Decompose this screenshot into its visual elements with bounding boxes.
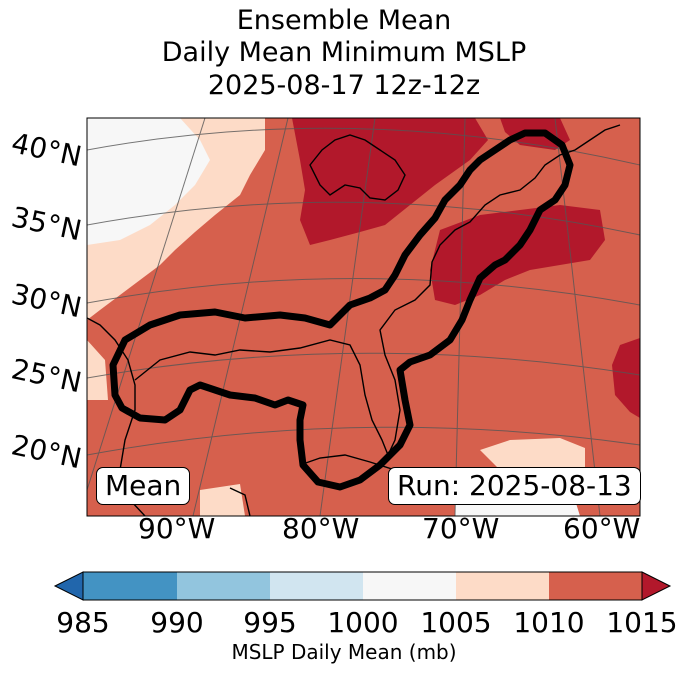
colorbar-tick-1010: 1010	[513, 606, 585, 639]
colorbar	[53, 571, 672, 601]
title-line-3: 2025-08-17 12z-12z	[207, 70, 481, 101]
colorbar-label: MSLP Daily Mean (mb)	[231, 640, 457, 664]
field-1015-great-lakes	[292, 118, 488, 245]
colorbar-bin-1010	[549, 572, 642, 600]
parallel-20	[87, 426, 640, 456]
field-1000-1005-nw	[87, 118, 210, 245]
parallel-35	[87, 201, 640, 236]
field-1015-mid-atlantic	[430, 205, 605, 305]
field-1015-east	[612, 338, 640, 418]
colorbar-bin-990	[177, 572, 270, 600]
lon-label-60: 60°W	[563, 512, 641, 545]
parallel-25	[87, 352, 640, 379]
title-line-2: Daily Mean Minimum MSLP	[161, 37, 527, 68]
lon-label-70: 70°W	[422, 512, 500, 545]
yucatan	[229, 487, 251, 516]
pressure-field	[87, 118, 640, 516]
mean-annotation: Mean	[96, 467, 191, 505]
parallel-30	[87, 278, 640, 306]
colorbar-bin-995	[270, 572, 363, 600]
colorbar-tick-985: 985	[56, 606, 110, 639]
meridian-80	[319, 118, 376, 516]
field-1005-1010-sw	[87, 340, 108, 400]
lon-label-80: 80°W	[282, 512, 360, 545]
field-1005-1010-south	[200, 484, 245, 516]
colorbar-tick-1015: 1015	[606, 606, 678, 639]
colorbar-frame	[82, 571, 643, 601]
colorbar-tick-1005: 1005	[420, 606, 492, 639]
colorbar-bin-1005	[456, 572, 549, 600]
coast-us	[134, 124, 621, 457]
map-frame	[86, 117, 641, 517]
colorbar-bin-985	[83, 572, 177, 600]
lon-label-90: 90°W	[138, 512, 216, 545]
colorbar-tick-995: 995	[243, 606, 297, 639]
colorbar-tick-990: 990	[150, 606, 204, 639]
colorbar-extend-low	[53, 571, 84, 601]
colorbar-bin-1000	[363, 572, 456, 600]
colorbar-tick-1000: 1000	[327, 606, 399, 639]
area-contour	[109, 129, 574, 491]
meridian-95	[87, 118, 206, 491]
colorbar-extend-high	[641, 571, 672, 601]
title-line-1: Ensemble Mean	[236, 5, 452, 36]
run-date-annotation: Run: 2025-08-13	[388, 467, 641, 505]
great-lakes	[309, 134, 406, 201]
